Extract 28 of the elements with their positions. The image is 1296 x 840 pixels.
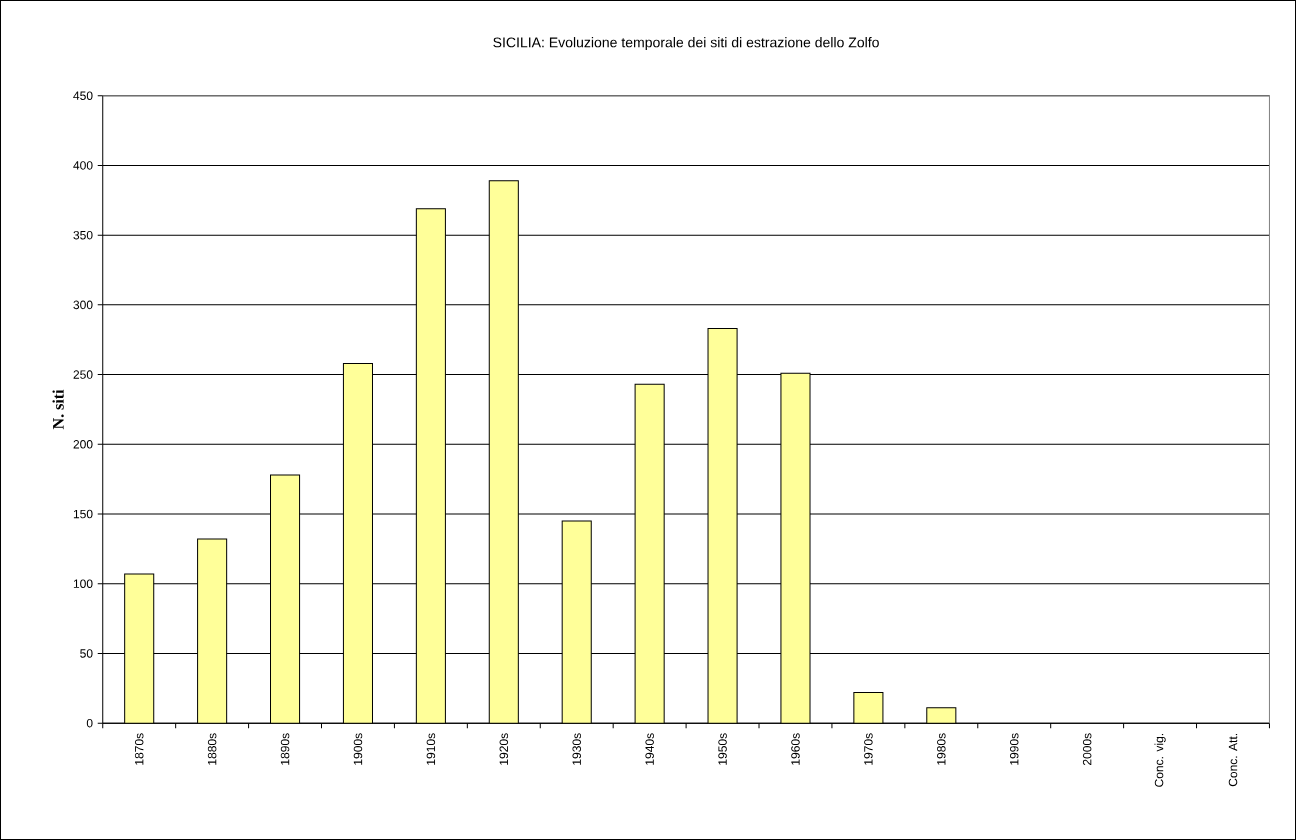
y-tick-label: 50 [80,649,93,658]
y-tick-label: 100 [73,579,93,589]
x-tick-label: 1870s [134,733,144,765]
x-tick-label: 1940s [645,733,654,765]
x-tick-label: 1960s [791,733,800,765]
y-tick-label: 250 [73,370,93,379]
y-tick-label: 200 [73,440,93,449]
x-tick-label: 1910s [426,733,436,765]
y-tick-label: 400 [73,161,93,170]
x-tick-label: 1980s [937,733,946,765]
y-tick-label: 0 [86,718,93,728]
x-tick-label: 1890s [280,733,290,765]
y-tick-label: 450 [73,91,93,101]
y-tick-label: 350 [73,230,93,240]
x-tick-label: Conc. vig. [1154,734,1166,787]
y-tick-label: 300 [73,300,93,310]
chart-title: SICILIA: Evoluzione temporale dei siti di estrazione dello Zolfo [493,37,879,51]
x-tick-label: 1990s [1009,733,1019,765]
x-tick-label: 1950s [718,733,727,765]
x-tick-label: 1970s [864,733,873,765]
x-tick-label: 1900s [353,733,363,765]
y-axis-title: N. siti [52,389,64,430]
x-tick-label: 1930s [572,733,581,765]
x-tick-label: 2000s [1082,733,1092,766]
x-tick-label: 1920s [499,733,509,765]
x-tick-label: Conc. Att. [1228,734,1238,787]
x-tick-label: 1880s [207,733,217,765]
y-tick-label: 150 [73,509,93,519]
